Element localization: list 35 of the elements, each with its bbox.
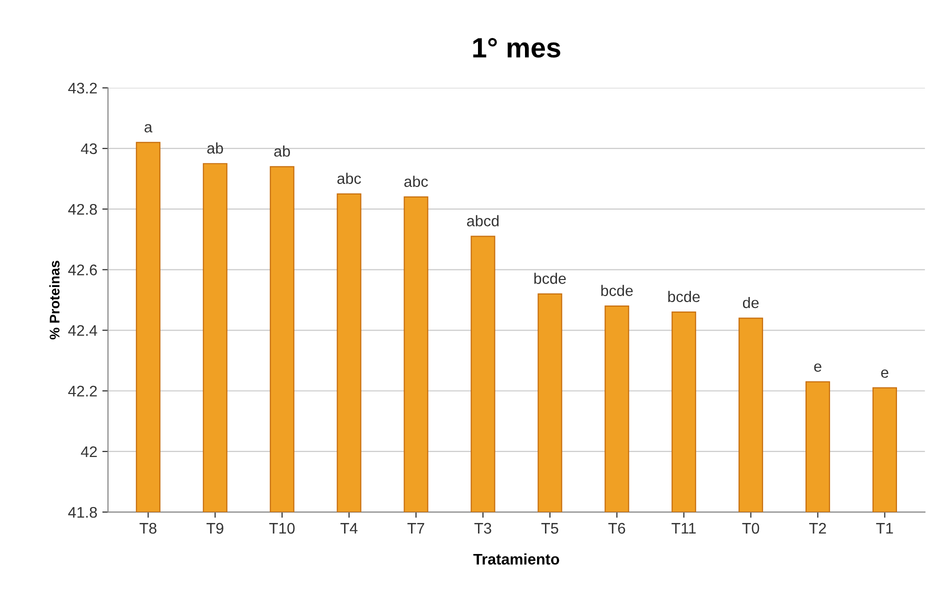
annotation: abc bbox=[337, 172, 361, 184]
x-tick-label: T9 bbox=[206, 522, 224, 534]
annotation: bcde bbox=[601, 284, 633, 296]
annotation: e bbox=[814, 363, 822, 372]
annotation: bcde bbox=[668, 290, 700, 302]
x-tick-label: T8 bbox=[140, 522, 156, 534]
x-tick-label: T3 bbox=[474, 522, 492, 534]
x-tick-label: T0 bbox=[742, 522, 760, 534]
annotation: bcde bbox=[534, 272, 566, 284]
y-tick-label: 42 bbox=[80, 446, 97, 458]
annotation: ab bbox=[274, 145, 290, 157]
x-tick-label: T1 bbox=[876, 523, 893, 534]
x-tick-label: T11 bbox=[672, 523, 696, 534]
x-tick-label: T6 bbox=[608, 522, 626, 534]
y-tick-label: 43 bbox=[80, 143, 97, 154]
y-tick-label: 42.4 bbox=[68, 325, 98, 336]
x-tick-label: T2 bbox=[809, 522, 826, 534]
chart-title: 1° mes bbox=[473, 38, 560, 58]
y-axis-title: % Proteinas bbox=[49, 260, 60, 340]
annotation: de bbox=[742, 296, 759, 308]
y-tick-label: 42.6 bbox=[68, 264, 97, 276]
x-axis-title: Tratamiento bbox=[473, 553, 560, 565]
x-tick-label: T4 bbox=[340, 523, 358, 534]
x-tick-label: T7 bbox=[407, 523, 424, 534]
annotation: ab bbox=[207, 142, 223, 154]
x-tick-label: T5 bbox=[541, 523, 558, 534]
x-tick-label: T10 bbox=[269, 522, 295, 534]
y-tick-label: 41.8 bbox=[68, 506, 97, 518]
annotation: abcd bbox=[467, 215, 499, 226]
annotation: abc bbox=[404, 176, 428, 187]
annotation: e bbox=[881, 370, 888, 378]
y-tick-label: 43.2 bbox=[68, 82, 97, 94]
y-tick-label: 42.8 bbox=[68, 204, 97, 215]
annotation: a bbox=[144, 124, 152, 132]
y-tick-label: 42.2 bbox=[68, 386, 97, 396]
